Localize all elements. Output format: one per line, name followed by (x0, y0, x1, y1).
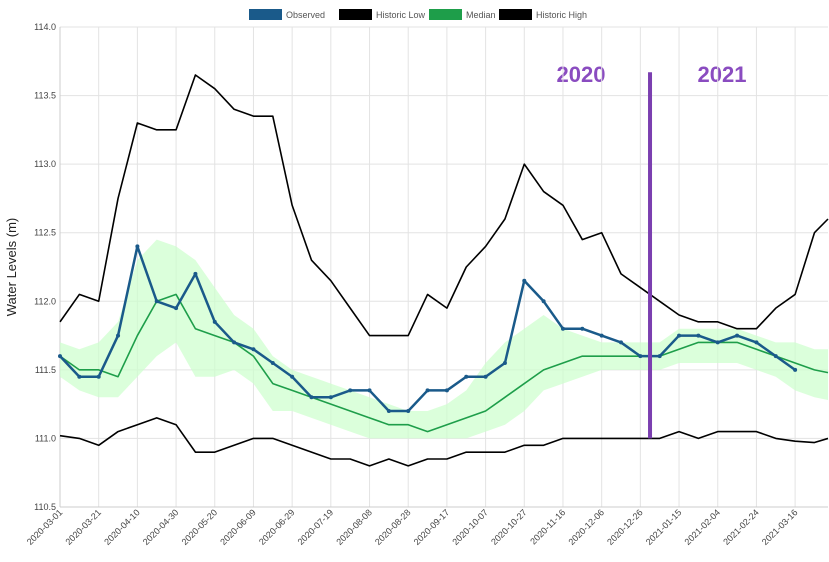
data-point (754, 340, 759, 345)
data-point (638, 354, 643, 359)
data-point (58, 354, 62, 359)
data-point (696, 333, 701, 338)
data-point (657, 354, 662, 359)
data-point (773, 354, 778, 359)
data-point (154, 299, 159, 304)
data-point (96, 374, 101, 379)
data-point (232, 340, 237, 345)
data-point (309, 395, 314, 400)
data-point (444, 388, 449, 393)
x-tick-label: 2021-01-15 (644, 507, 684, 547)
legend-item: Historic High (499, 9, 587, 20)
y-tick-label: 110.5 (34, 502, 56, 512)
annotation: 2021 (698, 62, 747, 87)
legend-label: Median (466, 10, 496, 20)
y-tick-label: 111.5 (35, 365, 56, 375)
y-tick-label: 111.0 (35, 433, 56, 443)
data-point (386, 409, 391, 413)
range-band (60, 239, 828, 439)
data-point (251, 347, 256, 352)
x-tick-label: 2020-04-30 (141, 507, 181, 547)
x-tick-label: 2020-08-08 (334, 507, 374, 547)
x-tick-label: 2020-12-06 (566, 507, 606, 547)
data-point (174, 306, 179, 311)
data-point (502, 361, 507, 365)
x-tick-label: 2020-05-20 (180, 507, 220, 547)
y-tick-label: 113.5 (34, 91, 56, 101)
data-point (328, 395, 333, 400)
x-tick-label: 2020-08-28 (373, 507, 413, 547)
x-tick-label: 2021-02-04 (683, 507, 723, 547)
data-point (793, 367, 798, 372)
y-axis-label: Water Levels (m) (4, 218, 19, 316)
data-point (677, 333, 682, 338)
x-tick-label: 2021-03-16 (760, 507, 800, 547)
data-point (522, 278, 527, 283)
legend-swatch (429, 9, 462, 20)
y-tick-label: 112.5 (34, 228, 56, 238)
data-point (135, 244, 140, 249)
x-tick-label: 2020-10-07 (450, 507, 490, 547)
x-tick-label: 2020-06-29 (257, 507, 297, 547)
legend-swatch (249, 9, 282, 20)
data-point (212, 319, 217, 324)
legend-swatch (339, 9, 372, 20)
data-point (560, 326, 565, 331)
y-tick-label: 113.0 (34, 159, 56, 169)
data-point (193, 271, 198, 276)
data-point (619, 340, 624, 345)
data-point (599, 333, 604, 338)
data-point (715, 340, 720, 345)
data-point (425, 388, 430, 393)
x-tick-label: 2020-10-27 (489, 507, 529, 547)
data-point (367, 388, 372, 393)
data-point (406, 409, 411, 413)
x-tick-label: 2021-02-24 (721, 507, 761, 547)
x-tick-label: 2020-06-09 (218, 507, 258, 547)
y-tick-label: 112.0 (34, 296, 56, 306)
annotation: 2020 (557, 62, 606, 87)
legend-label: Historic Low (376, 10, 426, 20)
data-point (483, 374, 488, 379)
series-line (59, 74, 829, 337)
data-point (464, 374, 469, 379)
data-point (77, 374, 82, 379)
data-point (116, 333, 121, 338)
x-tick-label: 2020-11-16 (528, 507, 567, 546)
y-tick-label: 114.0 (34, 22, 56, 32)
x-tick-label: 2020-09-17 (412, 507, 452, 547)
data-point (270, 361, 275, 365)
series-line (59, 417, 829, 467)
legend-item: Historic Low (339, 9, 426, 20)
x-tick-label: 2020-04-10 (102, 507, 142, 547)
x-tick-label: 2020-07-19 (296, 507, 336, 547)
x-tick-label: 2020-03-21 (63, 507, 103, 547)
legend-swatch (499, 9, 532, 20)
data-point (290, 374, 295, 379)
x-tick-label: 2020-12-26 (605, 507, 645, 547)
data-point (735, 333, 740, 338)
series-line (59, 293, 829, 433)
legend-item: Observed (249, 9, 325, 20)
data-point (541, 299, 546, 304)
x-tick-label: 2020-03-01 (25, 507, 65, 547)
legend-label: Historic High (536, 10, 587, 20)
legend-item: Median (429, 9, 496, 20)
data-point (348, 388, 353, 393)
legend-label: Observed (286, 10, 325, 20)
data-point (580, 326, 585, 331)
